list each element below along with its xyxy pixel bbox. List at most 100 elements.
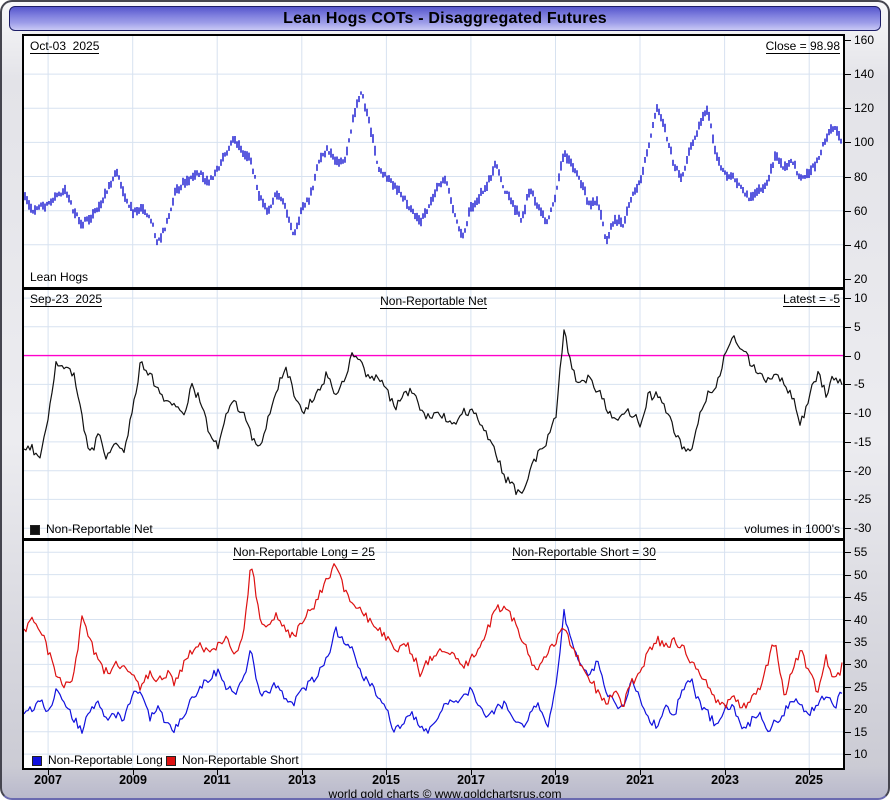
y-tick-mark <box>845 108 851 109</box>
y-tick-label: -5 <box>854 377 865 391</box>
y-tick-mark <box>845 597 851 598</box>
x-tick-mark <box>471 770 472 775</box>
y-tick-mark <box>845 211 851 212</box>
x-tick-mark <box>48 770 49 775</box>
top-panel-date-label: Oct-03 2025 <box>30 39 100 54</box>
short-legend-swatch-icon <box>166 755 176 766</box>
x-tick-label: 2011 <box>203 773 231 787</box>
y-tick-label: -10 <box>854 406 872 420</box>
y-tick-label: -30 <box>854 521 872 535</box>
y-tick-mark <box>845 620 851 621</box>
y-tick-label: 160 <box>854 33 875 47</box>
long-legend-swatch-icon <box>32 755 42 766</box>
y-tick-mark <box>845 687 851 688</box>
volumes-unit-label: volumes in 1000's <box>744 522 840 536</box>
y-tick-mark <box>845 279 851 280</box>
page-title: Lean Hogs COTs - Disaggregated Futures <box>283 9 607 27</box>
y-tick-mark <box>845 442 851 443</box>
y-tick-label: 60 <box>854 204 868 218</box>
y-tick-label: 0 <box>854 349 861 363</box>
middle-panel-title-wrap: Non-Reportable Net <box>24 292 843 310</box>
x-tick-mark <box>133 770 134 775</box>
y-tick-mark <box>845 471 851 472</box>
y-tick-label: 35 <box>854 635 868 649</box>
middle-panel-date-label: Sep-23 2025 <box>30 292 103 307</box>
y-tick-mark <box>845 245 851 246</box>
y-tick-mark <box>845 528 851 529</box>
y-tick-label: 45 <box>854 590 868 604</box>
y-tick-label: 30 <box>854 657 868 671</box>
footer-credit: world gold charts © www.goldchartsrus.co… <box>328 787 562 800</box>
y-tick-mark <box>845 754 851 755</box>
y-tick-label: 55 <box>854 545 868 559</box>
x-tick-label: 2021 <box>626 773 654 787</box>
y-tick-label: 5 <box>854 320 861 334</box>
y-tick-label: 100 <box>854 135 875 149</box>
y-tick-mark <box>845 327 851 328</box>
latest-value-label: Latest = -5 <box>782 292 840 307</box>
x-tick-mark <box>725 770 726 775</box>
x-tick-label: 2009 <box>119 773 147 787</box>
x-tick-mark <box>640 770 641 775</box>
long-annotation-wrap: Non-Reportable Long = 25 <box>164 543 444 561</box>
x-tick-mark <box>555 770 556 775</box>
y-tick-label: 20 <box>854 702 868 716</box>
y-tick-label: 40 <box>854 238 868 252</box>
net-legend: Non-Reportable Net <box>30 523 153 536</box>
x-tick-label: 2015 <box>372 773 400 787</box>
x-tick-mark <box>386 770 387 775</box>
y-tick-label: 80 <box>854 170 868 184</box>
close-value-label: Close = 98.98 <box>765 39 840 54</box>
y-tick-label: 40 <box>854 613 868 627</box>
y-tick-mark <box>845 499 851 500</box>
y-tick-mark <box>845 142 851 143</box>
short-annotation: Non-Reportable Short = 30 <box>512 545 656 560</box>
x-tick-label: 2025 <box>795 773 823 787</box>
x-tick-label: 2013 <box>288 773 316 787</box>
y-tick-label: 20 <box>854 272 868 286</box>
y-tick-label: 140 <box>854 67 875 81</box>
net-legend-label: Non-Reportable Net <box>46 522 153 536</box>
y-tick-mark <box>845 642 851 643</box>
y-tick-mark <box>845 732 851 733</box>
y-tick-label: 120 <box>854 101 875 115</box>
x-tick-label: 2023 <box>711 773 739 787</box>
middle-panel-title: Non-Reportable Net <box>380 294 487 309</box>
y-tick-label: -15 <box>854 435 872 449</box>
x-tick-label: 2007 <box>34 773 62 787</box>
chart-canvas <box>24 36 843 768</box>
short-annotation-wrap: Non-Reportable Short = 30 <box>444 543 724 561</box>
y-tick-label: 15 <box>854 725 868 739</box>
y-tick-label: 25 <box>854 680 868 694</box>
x-tick-mark <box>217 770 218 775</box>
x-tick-mark <box>809 770 810 775</box>
y-tick-label: 50 <box>854 568 868 582</box>
y-tick-mark <box>845 298 851 299</box>
y-tick-mark <box>845 356 851 357</box>
y-tick-mark <box>845 40 851 41</box>
short-legend-label: Non-Reportable Short <box>182 753 299 767</box>
long-legend: Non-Reportable Long <box>32 754 163 767</box>
short-legend: Non-Reportable Short <box>166 754 299 767</box>
y-tick-mark <box>845 384 851 385</box>
y-tick-mark <box>845 552 851 553</box>
title-bar: Lean Hogs COTs - Disaggregated Futures <box>9 6 881 31</box>
net-legend-swatch-icon <box>30 524 40 535</box>
x-tick-label: 2019 <box>541 773 569 787</box>
long-legend-label: Non-Reportable Long <box>48 753 163 767</box>
y-tick-label: 10 <box>854 747 868 761</box>
y-tick-mark <box>845 664 851 665</box>
y-tick-label: 10 <box>854 291 868 305</box>
y-tick-mark <box>845 709 851 710</box>
long-annotation: Non-Reportable Long = 25 <box>233 545 375 560</box>
instrument-label: Lean Hogs <box>30 270 89 284</box>
y-tick-label: -20 <box>854 464 872 478</box>
y-tick-mark <box>845 575 851 576</box>
plot-area: Oct-03 2025 Close = 98.98 Lean Hogs Sep-… <box>22 34 845 770</box>
y-tick-mark <box>845 413 851 414</box>
x-tick-mark <box>302 770 303 775</box>
y-tick-mark <box>845 177 851 178</box>
x-tick-label: 2017 <box>457 773 485 787</box>
y-tick-label: -25 <box>854 492 872 506</box>
